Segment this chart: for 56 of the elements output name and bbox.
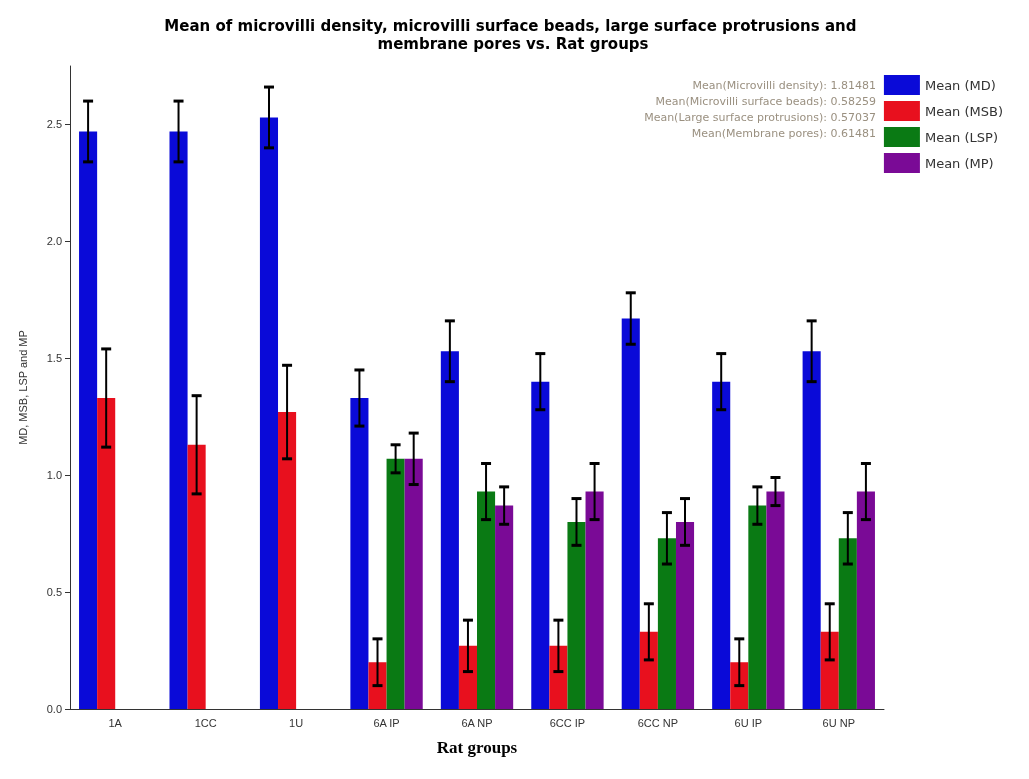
bar [766, 491, 785, 709]
bar [531, 381, 550, 709]
bar [477, 491, 496, 709]
y-axis-title: MD, MSB, LSP and MP [16, 330, 29, 445]
bar [675, 521, 695, 709]
y-tick-label: 1.5 [46, 352, 62, 365]
bar [820, 631, 839, 709]
bar [386, 458, 405, 709]
legend-label: Mean (MSB) [924, 103, 1004, 119]
annotation: Mean(Microvilli density): 1.81481 [692, 79, 877, 92]
bar [567, 521, 586, 709]
bar [748, 505, 767, 709]
bar [458, 645, 477, 709]
bar [404, 458, 423, 709]
bar [259, 117, 279, 709]
bar [169, 131, 188, 709]
bar [585, 491, 604, 709]
legend-label: Mean (MP) [924, 155, 994, 171]
bar [278, 412, 297, 709]
y-tick-label: 2.0 [46, 235, 62, 248]
x-tick-label: 1A [108, 716, 123, 729]
bar [79, 131, 98, 709]
bar [495, 505, 514, 709]
bar [368, 662, 387, 709]
bar [838, 538, 857, 709]
bar [856, 491, 875, 709]
bar [187, 444, 206, 709]
bar [730, 662, 749, 709]
x-tick-label: 6A IP [373, 716, 400, 729]
legend-label: Mean (MD) [924, 77, 996, 93]
bar [440, 351, 459, 709]
y-tick-label: 0.0 [46, 703, 62, 715]
x-tick-label: 1U [289, 716, 304, 729]
y-tick-label: 0.5 [46, 586, 62, 599]
bar [350, 398, 369, 709]
bar [97, 398, 116, 709]
annotation: Mean(Large surface protrusions): 0.57037 [644, 111, 876, 124]
x-tick-label: 6CC NP [637, 716, 679, 729]
bar [549, 645, 568, 709]
annotation: Mean(Membrane pores): 0.61481 [691, 127, 877, 140]
bar [639, 631, 658, 709]
x-tick-label: 1CC [194, 716, 217, 729]
x-tick-label: 6U IP [734, 716, 763, 729]
x-tick-label: 6A NP [461, 716, 493, 729]
y-tick-label: 2.5 [46, 118, 62, 131]
bar [657, 538, 676, 709]
x-axis-title: Rat groups [436, 738, 518, 757]
annotation: Mean(Microvilli surface beads): 0.58259 [655, 95, 876, 108]
y-tick-label: 1.0 [46, 469, 62, 482]
x-tick-label: 6U NP [822, 716, 855, 729]
bar [802, 351, 821, 709]
chart-title: Mean of microvilli density, microvilli surface beads, large surface protrusions and membrane pores vs. Rat groups [164, 17, 862, 53]
bar [712, 381, 731, 709]
legend-label: Mean (LSP) [924, 129, 998, 145]
x-tick-label: 6CC IP [549, 716, 586, 729]
bar [621, 318, 640, 709]
